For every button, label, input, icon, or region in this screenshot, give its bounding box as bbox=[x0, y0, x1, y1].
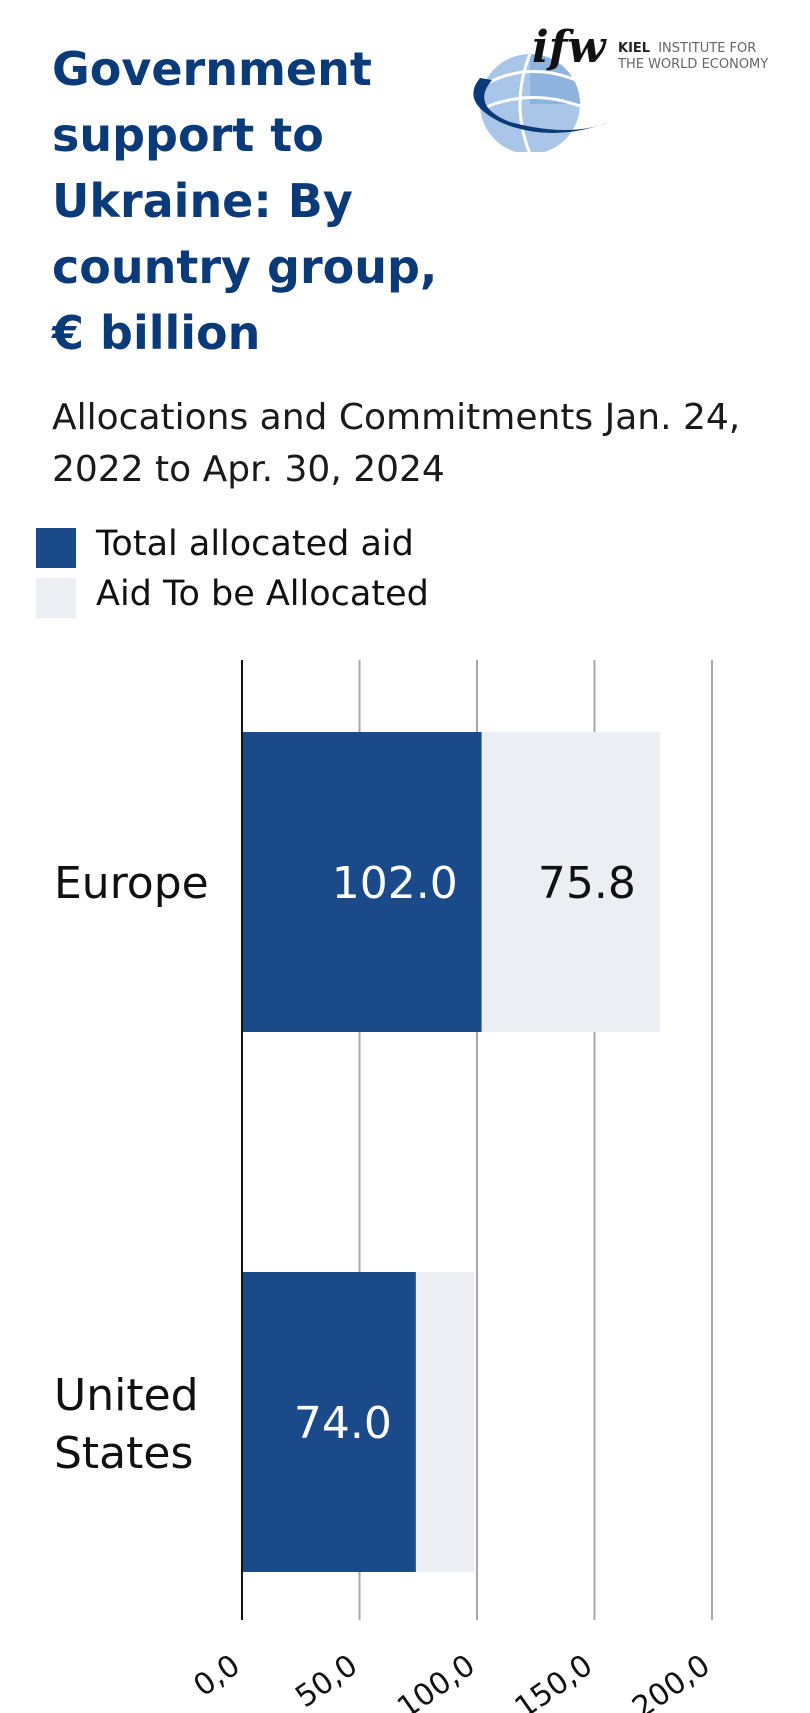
data-label: 74.0 bbox=[294, 1398, 392, 1449]
x-tick-label: 100,0 bbox=[391, 1648, 481, 1713]
data-label: 75.8 bbox=[538, 858, 636, 909]
chart-title: Government support to Ukraine: By countr… bbox=[52, 42, 438, 360]
category-label: States bbox=[54, 1428, 193, 1479]
legend-label-allocated: Total allocated aid bbox=[96, 524, 414, 564]
bar-to-be-allocated bbox=[415, 1272, 475, 1572]
bar-to-be-allocated bbox=[481, 732, 660, 1032]
svg-text:KIEL INSTITUTE FOR: KIEL INSTITUTE FOR bbox=[618, 41, 756, 56]
legend-label-to-be-allocated: Aid To be Allocated bbox=[96, 574, 429, 614]
x-tick-label: 200,0 bbox=[626, 1648, 716, 1713]
category-label: United bbox=[54, 1370, 199, 1421]
legend-swatch-allocated bbox=[36, 528, 76, 568]
x-tick-label: 50,0 bbox=[289, 1648, 364, 1713]
x-tick-label: 0,0 bbox=[187, 1648, 246, 1704]
bar-allocated bbox=[242, 732, 482, 1032]
svg-text:ifw: ifw bbox=[532, 22, 608, 73]
ifw-logo: ifw KIEL INSTITUTE FOR THE WORLD ECONOMY bbox=[470, 22, 800, 155]
legend-swatch-to-be-allocated bbox=[36, 578, 76, 618]
globe-logo-icon: ifw KIEL INSTITUTE FOR THE WORLD ECONOMY bbox=[473, 22, 768, 155]
svg-text:THE WORLD ECONOMY: THE WORLD ECONOMY bbox=[617, 57, 768, 72]
bar-chart: 102.0 75.8 Europe 74.0 United States 0,0 50,0 10… bbox=[54, 660, 717, 1713]
x-tick-label: 150,0 bbox=[509, 1648, 599, 1713]
data-label: 102.0 bbox=[332, 858, 458, 909]
bar-allocated bbox=[242, 1272, 416, 1572]
chart-subtitle: Allocations and Commitments Jan. 24, 202… bbox=[52, 397, 741, 490]
category-label: Europe bbox=[54, 858, 209, 909]
